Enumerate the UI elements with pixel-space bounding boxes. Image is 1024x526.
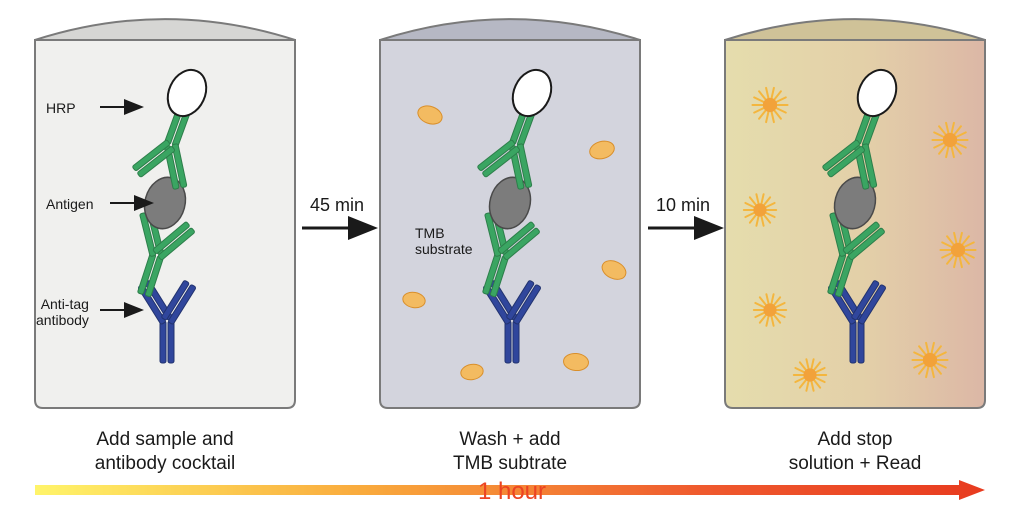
step-time-1: 45 min bbox=[310, 195, 364, 216]
caption-panel-1: Add sample and antibody cocktail bbox=[60, 428, 270, 476]
tmb-substrate-label: TMB substrate bbox=[415, 225, 473, 257]
caption-panel-3: Add stop solution + Read bbox=[750, 428, 960, 476]
legend-antigen: Antigen bbox=[46, 196, 93, 212]
caption-panel-2: Wash + add TMB subtrate bbox=[405, 428, 615, 476]
legend-antitag: Anti-tag antibody bbox=[36, 296, 89, 328]
legend-hrp: HRP bbox=[46, 100, 76, 116]
step-time-2: 10 min bbox=[656, 195, 710, 216]
timeline-hour-label: 1 hour bbox=[470, 478, 554, 506]
